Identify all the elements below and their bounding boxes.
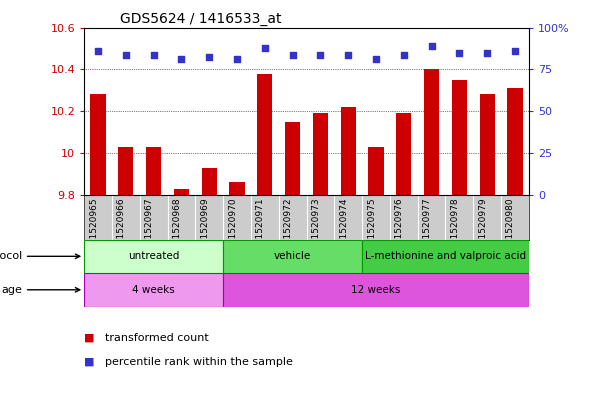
Text: GSM1520971: GSM1520971: [256, 197, 265, 258]
Bar: [452, 80, 467, 195]
Bar: [223, 273, 529, 307]
Point: [510, 48, 520, 54]
Bar: [223, 240, 362, 273]
Text: GSM1520976: GSM1520976: [395, 197, 404, 258]
Bar: [507, 88, 523, 195]
Text: age: age: [1, 285, 80, 295]
Text: protocol: protocol: [0, 251, 80, 261]
Point: [454, 50, 464, 56]
Bar: [285, 122, 300, 195]
Bar: [84, 240, 223, 273]
Bar: [396, 113, 412, 195]
Text: ■: ■: [84, 333, 98, 343]
Text: GSM1520969: GSM1520969: [200, 197, 209, 258]
Text: GSM1520975: GSM1520975: [367, 197, 376, 258]
Bar: [368, 147, 383, 195]
Point: [232, 56, 242, 62]
Point: [93, 48, 103, 54]
Bar: [362, 240, 529, 273]
Text: untreated: untreated: [128, 251, 179, 261]
Point: [288, 51, 297, 58]
Point: [483, 50, 492, 56]
Text: ■: ■: [84, 356, 98, 367]
Text: 12 weeks: 12 weeks: [352, 285, 401, 295]
Text: L-methionine and valproic acid: L-methionine and valproic acid: [365, 251, 526, 261]
Bar: [257, 73, 272, 195]
Bar: [313, 113, 328, 195]
Text: 4 weeks: 4 weeks: [132, 285, 175, 295]
Point: [121, 51, 130, 58]
Text: GSM1520979: GSM1520979: [478, 197, 487, 258]
Text: GSM1520972: GSM1520972: [284, 197, 293, 258]
Bar: [84, 273, 223, 307]
Bar: [230, 182, 245, 195]
Text: GDS5624 / 1416533_at: GDS5624 / 1416533_at: [120, 13, 281, 26]
Text: transformed count: transformed count: [105, 333, 209, 343]
Point: [260, 45, 270, 51]
Text: GSM1520977: GSM1520977: [423, 197, 432, 258]
Text: percentile rank within the sample: percentile rank within the sample: [105, 356, 293, 367]
Bar: [341, 107, 356, 195]
Text: GSM1520980: GSM1520980: [506, 197, 515, 258]
Bar: [174, 189, 189, 195]
Bar: [118, 147, 133, 195]
Bar: [201, 168, 217, 195]
Bar: [90, 94, 106, 195]
Point: [177, 56, 186, 62]
Text: GSM1520973: GSM1520973: [311, 197, 320, 258]
Point: [204, 54, 214, 60]
Point: [371, 56, 381, 62]
Point: [149, 51, 159, 58]
Bar: [424, 69, 439, 195]
Text: GSM1520965: GSM1520965: [89, 197, 98, 258]
Bar: [480, 94, 495, 195]
Bar: [146, 147, 161, 195]
Text: GSM1520968: GSM1520968: [172, 197, 182, 258]
Text: GSM1520974: GSM1520974: [339, 197, 348, 258]
Point: [316, 51, 325, 58]
Text: GSM1520966: GSM1520966: [117, 197, 126, 258]
Text: GSM1520967: GSM1520967: [145, 197, 154, 258]
Text: GSM1520978: GSM1520978: [450, 197, 459, 258]
Text: GSM1520970: GSM1520970: [228, 197, 237, 258]
Point: [343, 51, 353, 58]
Point: [427, 43, 436, 50]
Text: vehicle: vehicle: [274, 251, 311, 261]
Point: [399, 51, 409, 58]
